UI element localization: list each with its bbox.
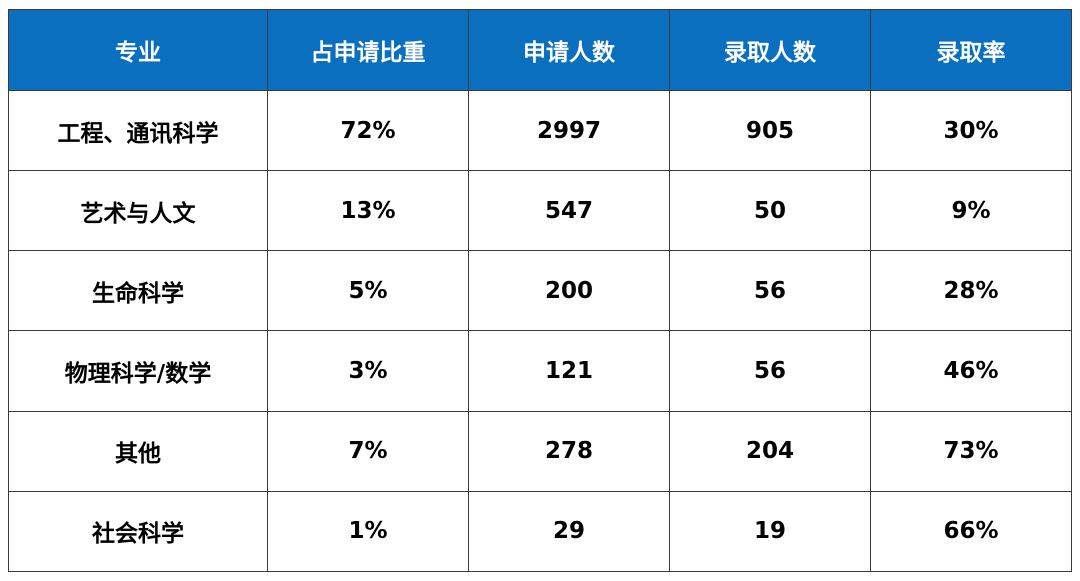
header-admission-rate: 录取率 xyxy=(870,9,1072,91)
cell-application-share: 3% xyxy=(267,330,469,412)
cell-application-share: 7% xyxy=(267,410,469,492)
table-row: 生命科学 5% 200 56 28% xyxy=(8,250,1072,332)
cell-major: 艺术与人文 xyxy=(8,170,268,252)
cell-admitted: 905 xyxy=(669,89,871,172)
cell-admission-rate: 30% xyxy=(870,89,1072,172)
cell-major: 其他 xyxy=(8,410,268,492)
cell-applicants: 278 xyxy=(468,410,670,492)
cell-admitted: 56 xyxy=(669,330,871,412)
cell-admitted: 204 xyxy=(669,410,871,492)
cell-admission-rate: 28% xyxy=(870,250,1072,332)
cell-admitted: 56 xyxy=(669,250,871,332)
header-applicants: 申请人数 xyxy=(468,9,670,91)
admissions-table-container: 专业 占申请比重 申请人数 录取人数 录取率 工程、通讯科学 72% 2997 … xyxy=(8,9,1072,573)
cell-major: 工程、通讯科学 xyxy=(8,89,268,172)
admissions-table: 专业 占申请比重 申请人数 录取人数 录取率 工程、通讯科学 72% 2997 … xyxy=(8,9,1072,573)
cell-applicants: 121 xyxy=(468,330,670,412)
table-header: 专业 占申请比重 申请人数 录取人数 录取率 xyxy=(8,9,1072,91)
table-row: 工程、通讯科学 72% 2997 905 30% xyxy=(8,89,1072,172)
header-application-share: 占申请比重 xyxy=(267,9,469,91)
cell-application-share: 72% xyxy=(267,89,469,172)
cell-application-share: 13% xyxy=(267,170,469,252)
table-row: 其他 7% 278 204 73% xyxy=(8,410,1072,492)
table-row: 艺术与人文 13% 547 50 9% xyxy=(8,170,1072,252)
header-major: 专业 xyxy=(8,9,268,91)
cell-major: 社会科学 xyxy=(8,490,268,573)
cell-major: 生命科学 xyxy=(8,250,268,332)
cell-major: 物理科学/数学 xyxy=(8,330,268,412)
cell-application-share: 5% xyxy=(267,250,469,332)
table-body: 工程、通讯科学 72% 2997 905 30% 艺术与人文 13% 547 5… xyxy=(8,89,1072,573)
cell-admission-rate: 66% xyxy=(870,490,1072,573)
header-admitted: 录取人数 xyxy=(669,9,871,91)
cell-admitted: 19 xyxy=(669,490,871,573)
table-row: 社会科学 1% 29 19 66% xyxy=(8,490,1072,573)
cell-admitted: 50 xyxy=(669,170,871,252)
header-row: 专业 占申请比重 申请人数 录取人数 录取率 xyxy=(8,9,1072,91)
table-row: 物理科学/数学 3% 121 56 46% xyxy=(8,330,1072,412)
cell-admission-rate: 46% xyxy=(870,330,1072,412)
cell-applicants: 547 xyxy=(468,170,670,252)
cell-admission-rate: 9% xyxy=(870,170,1072,252)
cell-applicants: 29 xyxy=(468,490,670,573)
cell-applicants: 200 xyxy=(468,250,670,332)
cell-application-share: 1% xyxy=(267,490,469,573)
cell-applicants: 2997 xyxy=(468,89,670,172)
cell-admission-rate: 73% xyxy=(870,410,1072,492)
